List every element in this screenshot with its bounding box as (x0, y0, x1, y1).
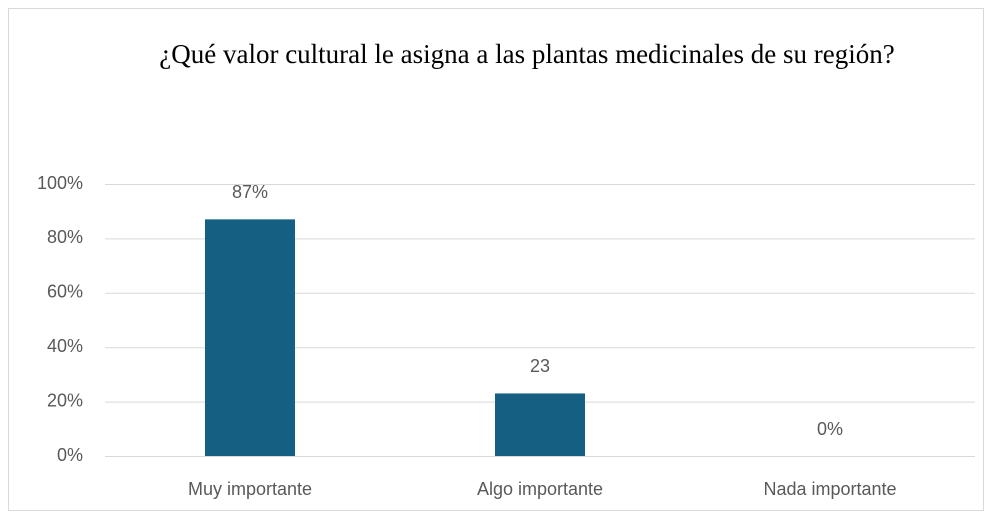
y-tick-label: 100% (37, 173, 83, 193)
x-tick-label: Nada importante (763, 479, 896, 499)
data-label: 0% (817, 419, 843, 439)
bar (205, 219, 295, 456)
y-tick-label: 0% (57, 445, 83, 465)
bar (495, 393, 585, 456)
data-label: 23 (530, 356, 550, 376)
x-tick-label: Muy importante (188, 479, 312, 499)
y-tick-label: 40% (47, 336, 83, 356)
data-label: 87% (232, 182, 268, 202)
y-tick-label: 20% (47, 390, 83, 410)
x-tick-label: Algo importante (477, 479, 603, 499)
y-tick-label: 80% (47, 227, 83, 247)
y-tick-label: 60% (47, 282, 83, 302)
chart-title: ¿Qué valor cultural le asigna a las plan… (159, 39, 895, 69)
